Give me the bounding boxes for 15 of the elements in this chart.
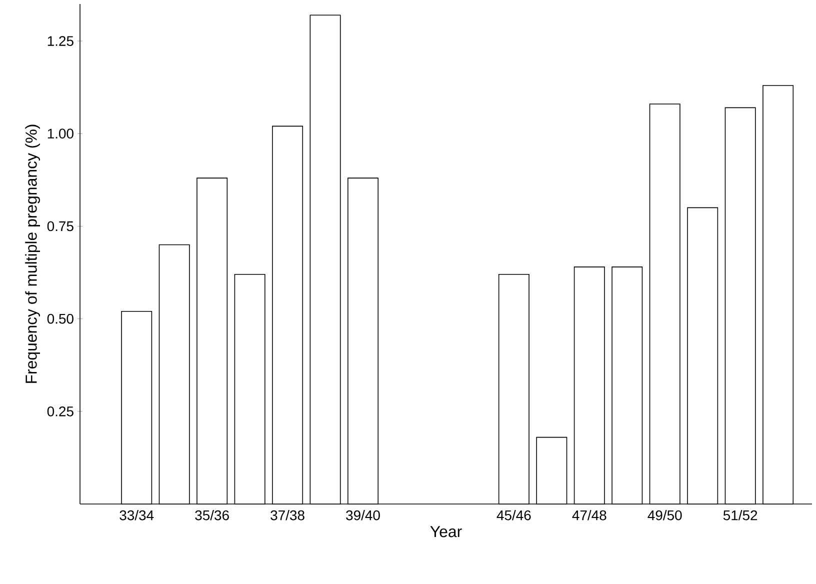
y-axis-title: Frequency of multiple pregnancy (%) bbox=[25, 124, 40, 383]
x-tick-label: 45/46 bbox=[496, 510, 531, 520]
y-tick-label: 1.25 bbox=[48, 36, 74, 46]
x-tick-label: 35/36 bbox=[195, 510, 229, 520]
y-tick-label: 0.75 bbox=[47, 221, 74, 232]
y-tick-label: 0.25 bbox=[47, 406, 74, 416]
x-axis-title: Year bbox=[430, 526, 462, 538]
x-tick-label: 37/38 bbox=[270, 510, 304, 520]
x-tick-label: 49/50 bbox=[648, 510, 682, 520]
x-tick-label: 39/40 bbox=[346, 510, 380, 520]
y-tick-label: 0.50 bbox=[47, 314, 74, 324]
x-tick-label: 47/48 bbox=[572, 510, 606, 520]
y-tick-label: 1.00 bbox=[48, 128, 74, 139]
x-tick-label: 51/52 bbox=[723, 510, 758, 520]
x-tick-label: 33/34 bbox=[120, 510, 154, 520]
